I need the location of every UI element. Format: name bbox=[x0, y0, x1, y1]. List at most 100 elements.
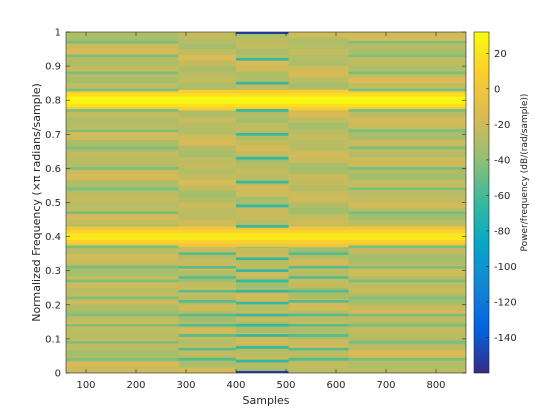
notch-line bbox=[66, 146, 179, 150]
notch-line bbox=[178, 265, 236, 269]
spectrum-band bbox=[178, 350, 236, 356]
spectrum-band bbox=[288, 151, 349, 158]
spectrum-band bbox=[236, 122, 289, 129]
spectrum-band bbox=[348, 168, 466, 175]
spectrum-band bbox=[178, 174, 236, 180]
spectrum-band bbox=[236, 219, 289, 226]
y-tick-label: 0.9 bbox=[45, 62, 61, 73]
spectrum-band bbox=[178, 83, 236, 89]
spectrum-band bbox=[348, 37, 466, 44]
notch-line bbox=[66, 88, 179, 92]
spectrum-band bbox=[178, 196, 236, 203]
notch-line bbox=[236, 269, 289, 273]
spectrum-band bbox=[348, 162, 466, 169]
y-axis-label: Normalized Frequency (×π radians/sample) bbox=[30, 83, 43, 322]
spectrum-band bbox=[236, 83, 289, 89]
spectrum-band bbox=[236, 37, 289, 44]
spectrum-band bbox=[66, 333, 179, 339]
spectrum-band bbox=[288, 179, 349, 186]
spectrum-band bbox=[348, 253, 466, 260]
spectrum-band bbox=[348, 276, 466, 283]
x-tick-label: 800 bbox=[426, 380, 445, 391]
notch-line bbox=[66, 40, 179, 44]
spectrum-band bbox=[236, 54, 289, 61]
spectrum-band bbox=[288, 157, 349, 163]
notch-line bbox=[348, 245, 466, 249]
spectrum-band bbox=[236, 111, 289, 118]
spectrum-band bbox=[348, 122, 466, 129]
spectrum-band bbox=[236, 282, 289, 288]
spectrum-band bbox=[348, 43, 466, 50]
spectrum-band bbox=[66, 157, 179, 163]
spectrum-band bbox=[348, 213, 466, 220]
spectrum-band bbox=[178, 213, 236, 220]
notch-line bbox=[66, 265, 179, 269]
spectrum-band bbox=[288, 174, 349, 180]
spectrum-band bbox=[288, 367, 349, 373]
notch-line bbox=[348, 279, 466, 283]
spectrum-band bbox=[236, 350, 289, 356]
spectrum-band bbox=[288, 37, 349, 44]
spectrum-band bbox=[66, 49, 179, 55]
y-axis-ticks: 0 0.1 0.2 0.3 0.4 0.5 0.6 0.7 0.8 0.9 1 bbox=[45, 28, 466, 380]
notch-line bbox=[66, 109, 179, 112]
spectrum-band bbox=[66, 111, 179, 118]
spectrum-band bbox=[178, 77, 236, 84]
spectrum-band bbox=[178, 54, 236, 61]
notch-line bbox=[236, 323, 289, 327]
spectrum-band bbox=[178, 185, 236, 192]
spectrum-band bbox=[66, 276, 179, 283]
notch-line bbox=[236, 156, 289, 160]
spectrum-band bbox=[348, 179, 466, 186]
spectrum-band bbox=[288, 128, 349, 135]
spectrum-band bbox=[236, 265, 289, 271]
spectrum-band bbox=[288, 344, 349, 351]
spectrum-band bbox=[348, 259, 466, 266]
spectrum-band bbox=[178, 37, 236, 44]
spectrum-band bbox=[348, 174, 466, 180]
spectrum-band bbox=[236, 117, 289, 123]
notch-line bbox=[236, 289, 289, 293]
spectrum-band bbox=[348, 310, 466, 317]
spectrum-band bbox=[66, 350, 179, 356]
spectrum-band bbox=[288, 122, 349, 129]
spectrum-band bbox=[348, 333, 466, 339]
spectrum-band bbox=[66, 66, 179, 72]
spectrum-band bbox=[236, 60, 289, 67]
spectrum-band bbox=[178, 66, 236, 72]
spectrum-band bbox=[288, 43, 349, 50]
spectrum-band bbox=[288, 316, 349, 322]
notch-line bbox=[288, 323, 349, 327]
spectrum-band bbox=[236, 310, 289, 317]
spectrum-band bbox=[348, 327, 466, 334]
spectrum-band bbox=[66, 54, 179, 61]
spectrum-band bbox=[236, 43, 289, 50]
spectrum-band bbox=[178, 191, 236, 197]
notch-line bbox=[178, 313, 236, 317]
spectrum-band bbox=[66, 361, 179, 368]
spectrum-band bbox=[288, 219, 349, 226]
spectrum-band bbox=[66, 367, 179, 373]
spectrum-band bbox=[178, 253, 236, 260]
spectrum-band bbox=[288, 247, 349, 254]
spectrum-band bbox=[178, 145, 236, 152]
notch-line bbox=[66, 129, 179, 133]
spectrum-band bbox=[288, 338, 349, 345]
notch-line bbox=[178, 276, 236, 279]
notch-line bbox=[66, 357, 179, 361]
notch-line bbox=[178, 252, 236, 256]
notch-line bbox=[178, 347, 236, 351]
spectrum-band bbox=[178, 338, 236, 345]
spectrum-band bbox=[288, 66, 349, 72]
y-tick-label: 1 bbox=[55, 28, 61, 39]
spectrum-band bbox=[288, 304, 349, 311]
spectrum-band bbox=[236, 162, 289, 169]
tone-band bbox=[66, 233, 466, 241]
spectrum-band bbox=[288, 162, 349, 169]
notch-line bbox=[66, 323, 179, 327]
notch-line bbox=[66, 340, 179, 344]
colorbar-tick-label: -60 bbox=[494, 191, 510, 202]
spectrum-band bbox=[66, 247, 179, 254]
notch-line bbox=[236, 301, 289, 305]
notch-line bbox=[348, 167, 466, 170]
